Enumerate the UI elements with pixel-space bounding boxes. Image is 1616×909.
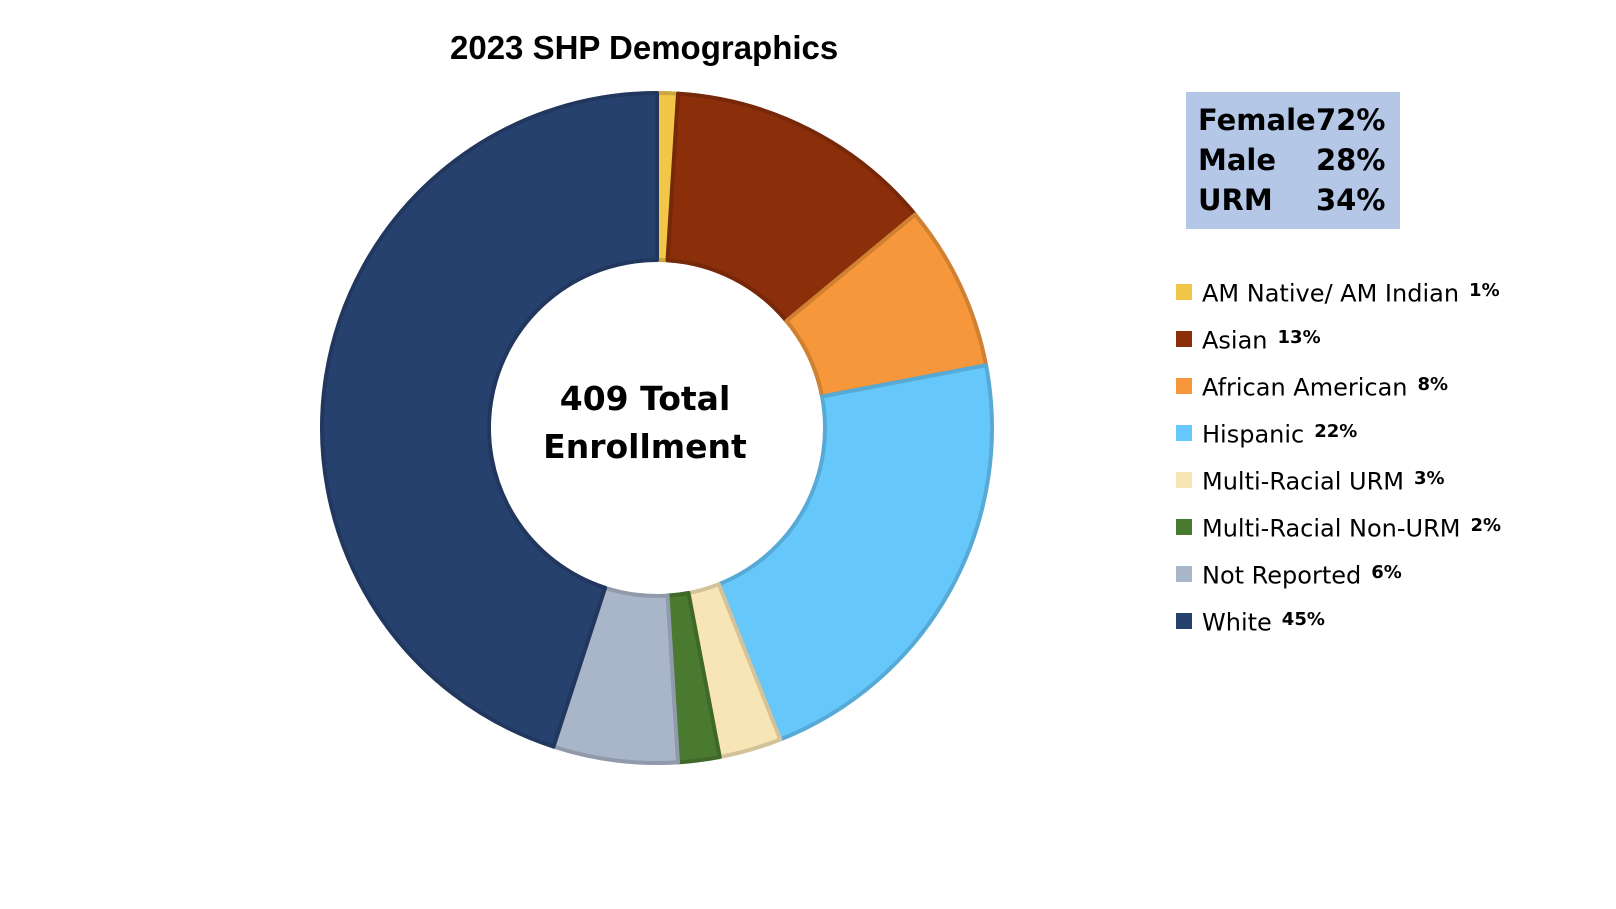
legend-value-label: 6% — [1371, 561, 1402, 583]
legend-value-label: 22% — [1314, 420, 1358, 442]
legend-value-label: 8% — [1417, 373, 1449, 395]
stat-value: 28% — [1316, 143, 1386, 177]
stat-row-female: Female72% — [1198, 100, 1400, 140]
legend-swatch — [1176, 518, 1192, 535]
legend-swatch — [1176, 377, 1192, 394]
legend-swatch — [1176, 283, 1192, 300]
center-label: 409 Total Enrollment — [480, 375, 810, 471]
center-label-line-1: 409 Total — [559, 379, 731, 418]
legend: AM Native/ AM Indian 1% Asian 13% African Am… — [1176, 273, 1501, 649]
gender-urm-summary-box: Female72% Male 28% URM 34% — [1186, 92, 1400, 229]
legend-label: Multi-Racial Non-URM — [1202, 514, 1461, 543]
legend-label: Not Reported — [1202, 561, 1362, 590]
legend-item: Multi-Racial Non-URM 2% — [1176, 508, 1501, 555]
donut-slice-white — [319, 91, 659, 749]
chart-title: 2023 SHP Demographics — [450, 29, 839, 66]
legend-swatch — [1176, 471, 1192, 488]
legend-item: Multi-Racial URM 3% — [1176, 461, 1501, 508]
legend-item: AM Native/ AM Indian 1% — [1176, 273, 1501, 320]
legend-value-label: 1% — [1469, 279, 1500, 301]
legend-label: Asian — [1202, 326, 1268, 355]
donut-slice-hispanic — [716, 363, 994, 742]
legend-item: Not Reported 6% — [1176, 555, 1501, 602]
legend-swatch — [1176, 612, 1192, 629]
legend-value-label: 45% — [1281, 608, 1325, 630]
legend-item: Asian 13% — [1176, 320, 1501, 367]
stat-value: 34% — [1316, 183, 1386, 217]
stat-label: Female — [1198, 103, 1316, 137]
stat-row-urm: URM 34% — [1198, 180, 1400, 220]
legend-label: AM Native/ AM Indian — [1202, 279, 1460, 308]
legend-label: Hispanic — [1202, 420, 1305, 449]
stat-value: 72% — [1316, 103, 1386, 137]
legend-item: African American 8% — [1176, 367, 1501, 414]
legend-value-label: 13% — [1277, 326, 1321, 348]
stat-row-male: Male 28% — [1198, 140, 1400, 180]
legend-item: Hispanic 22% — [1176, 414, 1501, 461]
legend-swatch — [1176, 424, 1192, 441]
stat-label: Male — [1198, 143, 1277, 177]
legend-label: Multi-Racial URM — [1202, 467, 1404, 496]
stat-label: URM — [1198, 183, 1273, 217]
center-label-line-2: Enrollment — [543, 427, 747, 466]
legend-item: White 45% — [1176, 602, 1501, 649]
legend-swatch — [1176, 565, 1192, 582]
legend-value-label: 3% — [1414, 467, 1445, 489]
legend-label: White — [1202, 608, 1272, 637]
legend-swatch — [1176, 330, 1192, 347]
legend-value-label: 2% — [1470, 514, 1502, 536]
legend-label: African American — [1202, 373, 1408, 402]
